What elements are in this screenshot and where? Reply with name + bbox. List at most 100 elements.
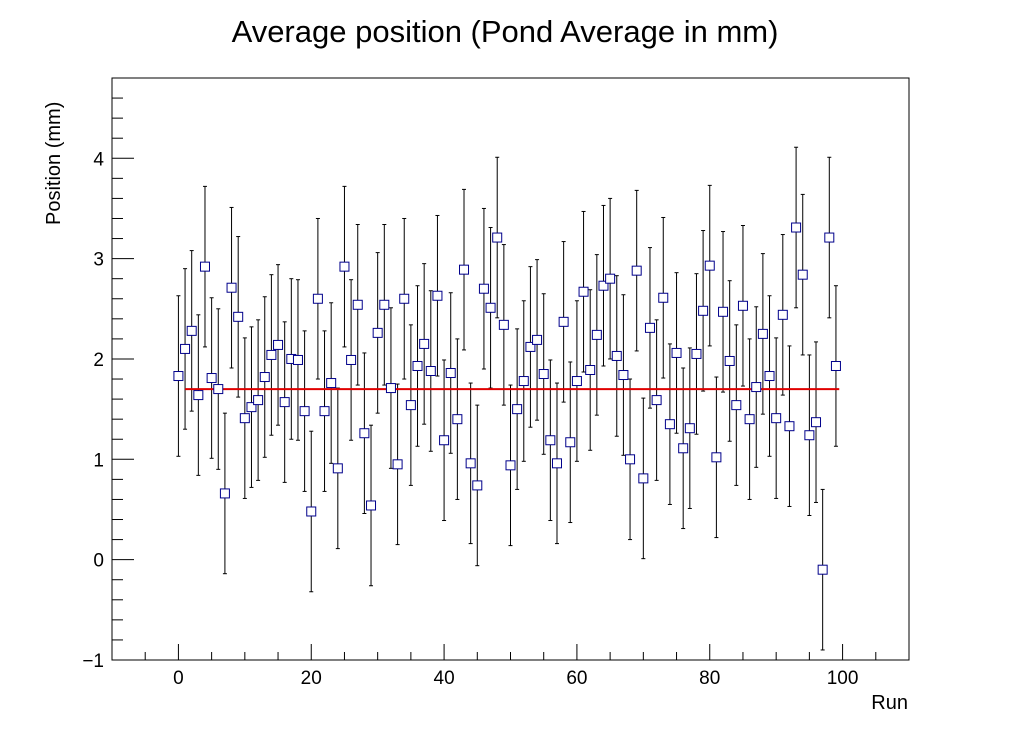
data-point bbox=[611, 350, 622, 361]
x-tick-label: 60 bbox=[566, 668, 587, 689]
data-point bbox=[737, 300, 748, 311]
data-point bbox=[439, 435, 450, 446]
x-axis: 0 20 40 60 80 100 bbox=[111, 644, 910, 689]
data-point bbox=[505, 460, 516, 471]
data-point bbox=[751, 382, 762, 393]
data-point bbox=[691, 348, 702, 359]
y-tick-label: 1 bbox=[93, 450, 104, 471]
data-point bbox=[299, 406, 310, 417]
x-tick-label: 80 bbox=[699, 668, 720, 689]
y-tick-label: −1 bbox=[82, 651, 104, 672]
data-point bbox=[757, 328, 768, 339]
data-point bbox=[664, 419, 675, 430]
data-point bbox=[585, 365, 596, 376]
data-point bbox=[718, 306, 729, 317]
data-point bbox=[279, 397, 290, 408]
data-point bbox=[199, 261, 210, 272]
data-point bbox=[545, 435, 556, 446]
data-point bbox=[711, 452, 722, 463]
y-axis-title: Position (mm) bbox=[43, 102, 65, 225]
data-point bbox=[312, 293, 323, 304]
data-point bbox=[492, 232, 503, 243]
x-tick-label: 100 bbox=[827, 668, 859, 689]
data-point bbox=[764, 371, 775, 382]
data-point bbox=[246, 402, 257, 413]
y-axis: −1 0 1 2 3 4 bbox=[82, 77, 134, 672]
data-point bbox=[445, 368, 456, 379]
data-point bbox=[525, 341, 536, 352]
data-point bbox=[625, 454, 636, 465]
data-point bbox=[824, 232, 835, 243]
data-point bbox=[292, 354, 303, 365]
data-point bbox=[605, 273, 616, 284]
data-points bbox=[173, 222, 841, 575]
data-point bbox=[651, 395, 662, 406]
data-point bbox=[512, 404, 523, 415]
data-point bbox=[399, 293, 410, 304]
data-point bbox=[326, 378, 337, 389]
data-point bbox=[266, 349, 277, 360]
chart-title: Average position (Pond Average in mm) bbox=[232, 14, 779, 49]
data-point bbox=[352, 299, 363, 310]
data-point bbox=[273, 339, 284, 350]
data-point bbox=[498, 319, 509, 330]
data-point bbox=[704, 260, 715, 271]
data-point bbox=[180, 343, 191, 354]
data-point bbox=[558, 316, 569, 327]
data-point bbox=[459, 264, 470, 275]
data-point bbox=[392, 459, 403, 470]
y-tick-label: 2 bbox=[93, 350, 104, 371]
data-point bbox=[465, 458, 476, 469]
data-point bbox=[359, 428, 370, 439]
data-point bbox=[306, 506, 317, 517]
error-bars bbox=[176, 146, 838, 651]
data-point bbox=[698, 305, 709, 316]
data-point bbox=[618, 370, 629, 381]
data-point bbox=[797, 269, 808, 280]
data-point bbox=[385, 383, 396, 394]
data-point bbox=[253, 395, 264, 406]
data-point bbox=[532, 334, 543, 345]
data-point bbox=[472, 480, 483, 491]
data-point bbox=[379, 299, 390, 310]
data-point bbox=[551, 458, 562, 469]
data-point bbox=[339, 261, 350, 272]
data-point bbox=[791, 222, 802, 233]
data-point bbox=[817, 564, 828, 575]
data-point bbox=[366, 500, 377, 511]
data-point bbox=[744, 414, 755, 425]
data-point bbox=[346, 354, 357, 365]
data-point bbox=[412, 360, 423, 371]
data-point bbox=[571, 376, 582, 387]
data-point bbox=[777, 309, 788, 320]
x-tick-label: 0 bbox=[173, 668, 184, 689]
data-point bbox=[233, 311, 244, 322]
data-point bbox=[598, 280, 609, 291]
data-point bbox=[372, 327, 383, 338]
data-point bbox=[644, 322, 655, 333]
y-tick-label: 4 bbox=[93, 149, 104, 170]
data-point bbox=[332, 463, 343, 474]
y-tick-label: 3 bbox=[93, 250, 104, 271]
y-tick-label: 0 bbox=[93, 551, 104, 572]
data-point bbox=[173, 371, 184, 382]
data-point bbox=[565, 437, 576, 448]
data-point bbox=[538, 369, 549, 380]
data-point bbox=[259, 372, 270, 383]
data-point bbox=[631, 265, 642, 276]
data-point bbox=[485, 302, 496, 313]
data-point bbox=[830, 360, 841, 371]
data-point bbox=[193, 390, 204, 401]
data-point bbox=[226, 282, 237, 293]
data-point bbox=[452, 414, 463, 425]
data-point bbox=[319, 406, 330, 417]
data-point bbox=[239, 413, 250, 424]
data-point bbox=[419, 338, 430, 349]
data-point bbox=[804, 430, 815, 441]
data-point bbox=[186, 325, 197, 336]
data-point bbox=[724, 355, 735, 366]
data-point bbox=[658, 292, 669, 303]
x-tick-label: 20 bbox=[301, 668, 322, 689]
data-point bbox=[638, 473, 649, 484]
